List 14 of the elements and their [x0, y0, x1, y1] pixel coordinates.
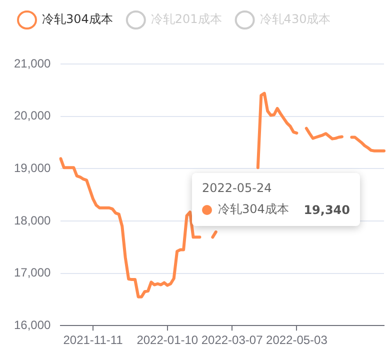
y-tick-label: 19,000 — [14, 160, 52, 175]
y-tick-label: 18,000 — [14, 213, 52, 228]
annotation: 19,340 — [304, 202, 350, 216]
x-tick-label: 2022-03-07 — [201, 333, 264, 348]
annotation: 2022-05-24 — [202, 181, 273, 195]
legend-label: 冷轧304成本 — [42, 12, 113, 26]
y-tick-label: 17,000 — [14, 266, 52, 280]
annotation: 冷轧304成本 — [218, 201, 289, 218]
y-tick-label: 21,000 — [14, 56, 52, 70]
x-tick-label: 2022-01-10 — [136, 333, 198, 348]
x-tick-label: 2022-05-03 — [266, 333, 328, 348]
y-tick-label: 16,000 — [14, 318, 52, 332]
y-tick-label: 20,000 — [14, 108, 52, 123]
x-tick-label: 2021-11-11 — [63, 333, 124, 348]
